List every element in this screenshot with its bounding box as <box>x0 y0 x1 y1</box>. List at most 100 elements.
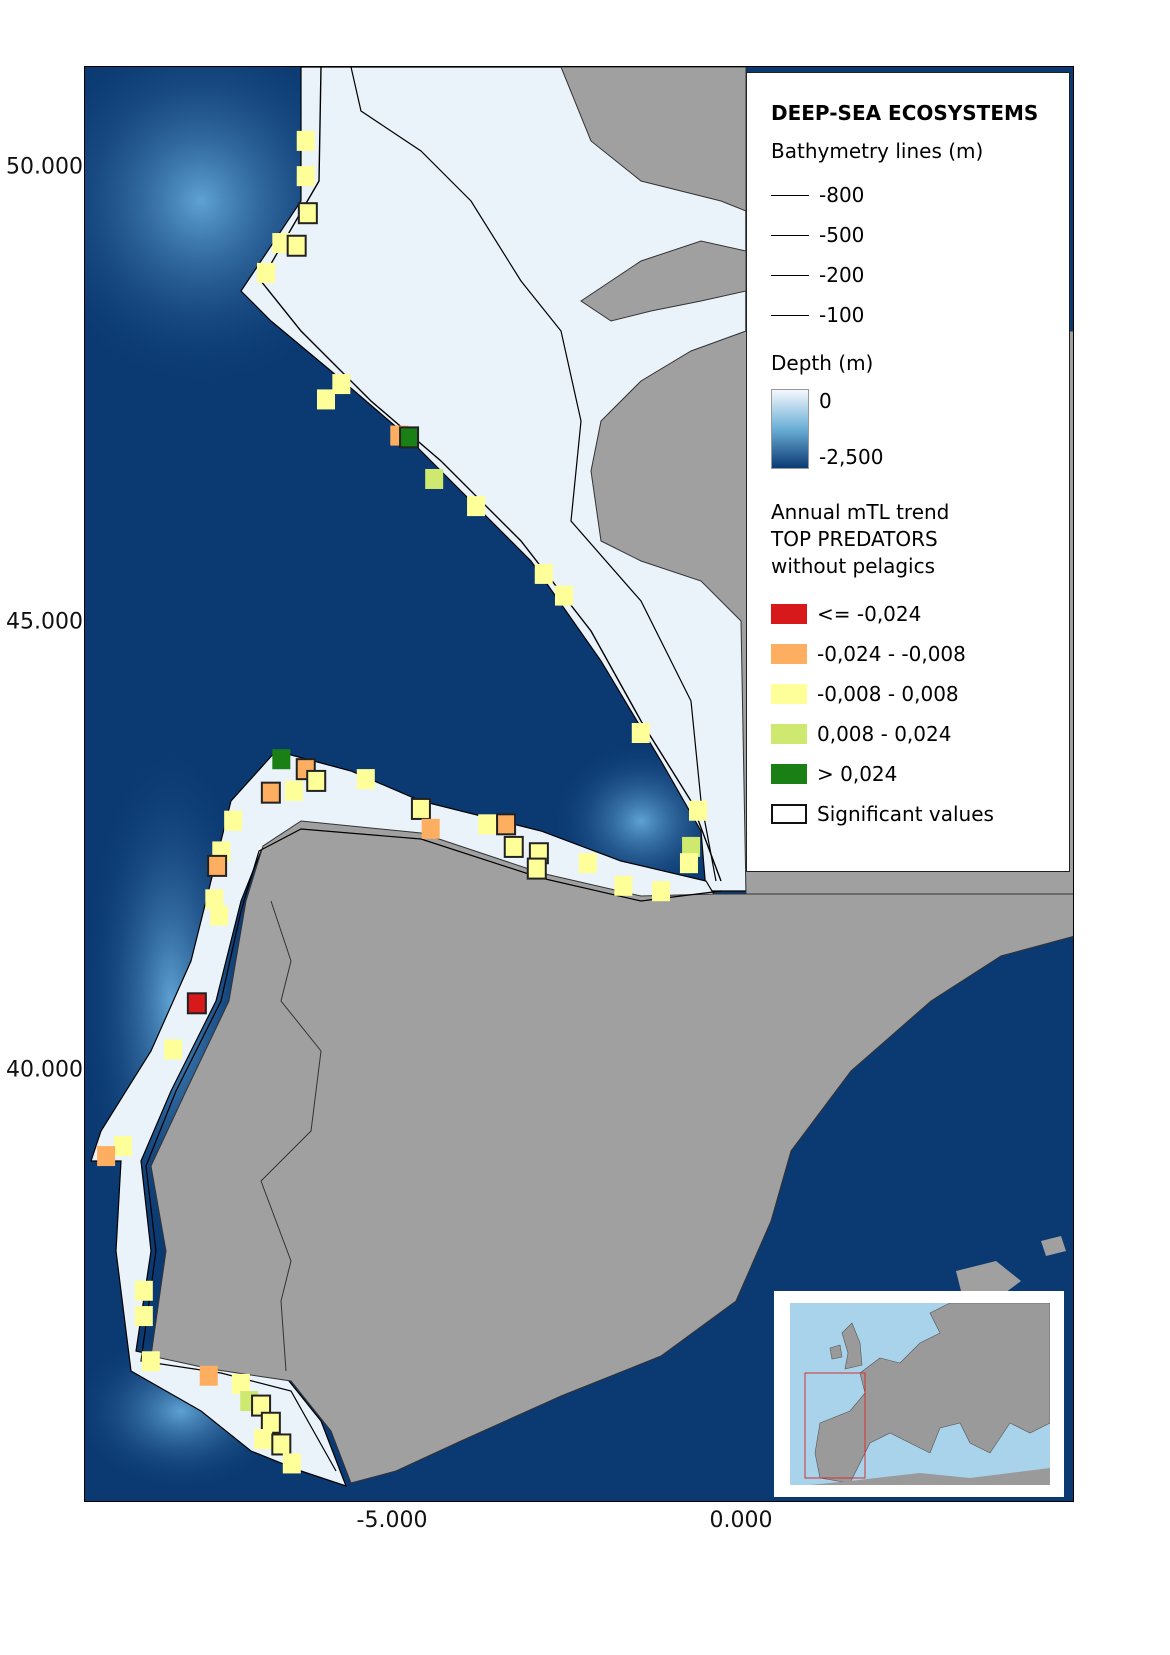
trend-cell <box>199 1365 218 1386</box>
trend-cell-significant <box>399 426 420 449</box>
bathymetry-label: -800 <box>819 183 865 207</box>
depth-color-ramp <box>771 389 809 469</box>
trend-cell <box>425 468 444 489</box>
class-entry: <= -0,024 <box>771 594 1069 634</box>
trend-cell <box>210 905 229 926</box>
trend-title: TOP PREDATORS <box>771 527 938 551</box>
lon-label: -5.000 <box>356 1508 428 1533</box>
trend-cell <box>679 853 698 874</box>
trend-cell <box>256 262 275 283</box>
trend-cell-significant <box>207 854 228 877</box>
trend-cell <box>282 1453 301 1474</box>
lat-label: 50.000 <box>6 154 83 180</box>
trend-cells <box>97 130 708 1474</box>
inset-extent-frame <box>804 1372 866 1479</box>
land-balearic <box>956 1236 1066 1296</box>
trend-cell <box>478 814 497 835</box>
trend-cell-significant <box>260 781 281 804</box>
lat-label: 45.000 <box>6 609 83 635</box>
class-swatch <box>771 684 807 704</box>
trend-cell <box>578 853 597 874</box>
class-swatch <box>771 724 807 744</box>
trend-cell <box>296 166 315 187</box>
lon-label: 0.000 <box>709 1508 773 1533</box>
class-swatch <box>771 644 807 664</box>
class-label: -0,008 - 0,008 <box>817 682 959 706</box>
inset-britain <box>829 1322 863 1370</box>
lat-label: 40.000 <box>6 1057 83 1083</box>
trend-cell <box>332 374 351 395</box>
class-swatch <box>771 764 807 784</box>
trend-cell-significant <box>306 769 327 792</box>
trend-cell <box>134 1306 153 1327</box>
bathymetry-label: -100 <box>819 303 865 327</box>
trend-cell <box>254 1429 273 1450</box>
trend-cell-significant <box>526 857 547 880</box>
inset-map <box>774 1291 1064 1497</box>
trend-cell <box>113 1136 132 1157</box>
inset-africa <box>810 1468 1050 1485</box>
trend-cell <box>284 780 303 801</box>
class-label: > 0,024 <box>817 762 898 786</box>
class-label: -0,024 - -0,008 <box>817 642 966 666</box>
trend-cell <box>631 723 650 743</box>
legend: DEEP-SEA ECOSYSTEMS Bathymetry lines (m)… <box>746 72 1070 872</box>
depth-title: Depth (m) <box>771 351 874 375</box>
trend-cell <box>97 1146 116 1167</box>
trend-cell <box>689 800 708 821</box>
trend-cell <box>534 563 553 584</box>
class-entry: > 0,024 <box>771 754 1069 794</box>
bathymetry-label: -500 <box>819 223 865 247</box>
line-symbol <box>771 234 809 236</box>
class-entry: -0,024 - -0,008 <box>771 634 1069 674</box>
trend-cell <box>614 875 633 896</box>
significant-label: Significant values <box>817 802 994 826</box>
legend-title: DEEP-SEA ECOSYSTEMS <box>771 101 1039 125</box>
bathymetry-line <box>140 828 722 1472</box>
bathymetry-entry: -800 <box>771 175 1069 215</box>
trend-cell <box>467 496 486 517</box>
class-label: <= -0,024 <box>817 602 922 626</box>
bathymetry-entry: -200 <box>771 255 1069 295</box>
line-symbol <box>771 274 809 276</box>
significant-swatch <box>771 804 807 824</box>
trend-cell-significant <box>186 992 207 1015</box>
trend-cell-significant <box>286 234 307 257</box>
class-entry: -0,008 - 0,008 <box>771 674 1069 714</box>
significant-entry: Significant values <box>771 794 1069 834</box>
inset-europe <box>814 1303 1050 1484</box>
line-symbol <box>771 314 809 316</box>
trend-title: without pelagics <box>771 554 936 578</box>
trend-cell-significant <box>503 835 524 858</box>
continental-shelf <box>240 67 747 892</box>
trend-cell <box>205 889 224 910</box>
trend-cell <box>134 1280 153 1301</box>
class-entry: 0,008 - 0,024 <box>771 714 1069 754</box>
depth-ramp: 0 -2,500 <box>771 389 1069 469</box>
class-label: 0,008 - 0,024 <box>817 722 952 746</box>
bathymetry-line <box>350 67 717 882</box>
trend-cell <box>316 389 335 410</box>
class-swatch <box>771 604 807 624</box>
trend-cell <box>164 1039 183 1060</box>
land-iberia <box>150 820 1073 1484</box>
bathymetry-entry: -500 <box>771 215 1069 255</box>
trend-cell <box>272 749 291 770</box>
bathymetry-title: Bathymetry lines (m) <box>771 139 984 163</box>
trend-cell-significant <box>297 202 318 225</box>
depth-min: -2,500 <box>819 445 884 469</box>
trend-cell <box>224 810 243 831</box>
bathymetry-label: -200 <box>819 263 865 287</box>
trend-cell <box>296 130 315 151</box>
trend-cell <box>141 1351 160 1372</box>
inset-canvas <box>790 1303 1050 1485</box>
trend-cell <box>272 233 291 254</box>
trend-cell <box>652 881 671 902</box>
trend-cell <box>682 836 701 857</box>
trend-cell <box>356 769 375 790</box>
trend-cell <box>231 1373 250 1394</box>
trend-cell <box>555 585 574 606</box>
bathymetry-entry: -100 <box>771 295 1069 335</box>
trend-cell-significant <box>271 1433 292 1456</box>
trend-title: Annual mTL trend <box>771 500 950 524</box>
